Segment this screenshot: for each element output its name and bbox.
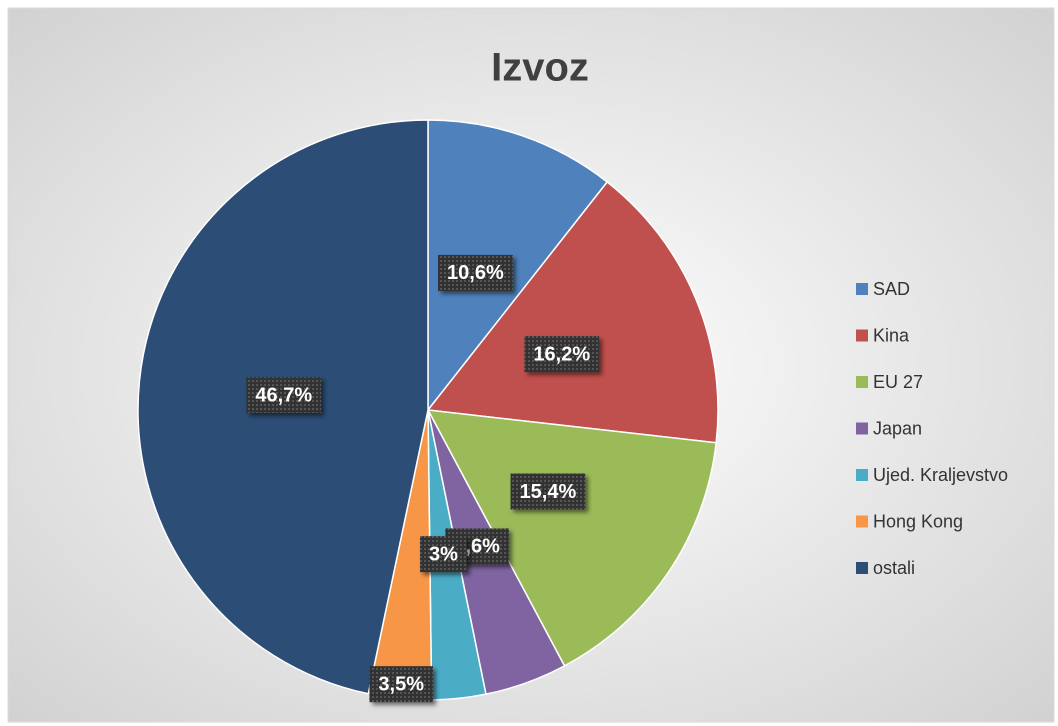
pie-slice <box>426 409 717 667</box>
pie-slice <box>426 180 719 444</box>
legend-swatch <box>856 329 868 342</box>
legend-swatch <box>856 515 868 528</box>
data-label: 3,5% <box>378 673 424 695</box>
legend-label: SAD <box>873 279 910 299</box>
data-label-box <box>246 376 322 413</box>
data-label: 16,2% <box>533 343 590 365</box>
data-labels: 10,6%16,2%15,4%4,6%3%3,5%46,7% <box>246 254 600 703</box>
data-label-box <box>420 536 467 573</box>
legend-label: Hong Kong <box>873 511 963 531</box>
data-label-box <box>510 473 586 510</box>
data-label-box <box>524 336 600 373</box>
legend-swatch <box>856 562 868 574</box>
legend-label: ostali <box>873 558 915 578</box>
legend-swatch <box>856 422 868 435</box>
legend-label: Ujed. Kraljevstvo <box>873 465 1008 485</box>
data-label: 15,4% <box>520 481 577 503</box>
chart-title: Izvoz <box>491 46 589 90</box>
legend-swatch <box>856 469 868 481</box>
pie-slice <box>427 119 609 413</box>
data-label-box <box>369 666 434 703</box>
data-label-box <box>438 254 513 291</box>
data-label: 3% <box>429 543 458 565</box>
legend: SAD Kina EU 27 Japan Ujed. Kraljevstvo Hong K… <box>856 279 1008 578</box>
legend-swatch <box>856 376 868 388</box>
pie <box>137 119 719 701</box>
legend-label: Japan <box>873 418 922 438</box>
data-label: 46,7% <box>255 384 312 406</box>
legend-label: Kina <box>873 325 910 345</box>
legend-swatch <box>856 283 868 295</box>
data-label: 10,6% <box>447 262 504 284</box>
legend-label: EU 27 <box>873 372 923 392</box>
